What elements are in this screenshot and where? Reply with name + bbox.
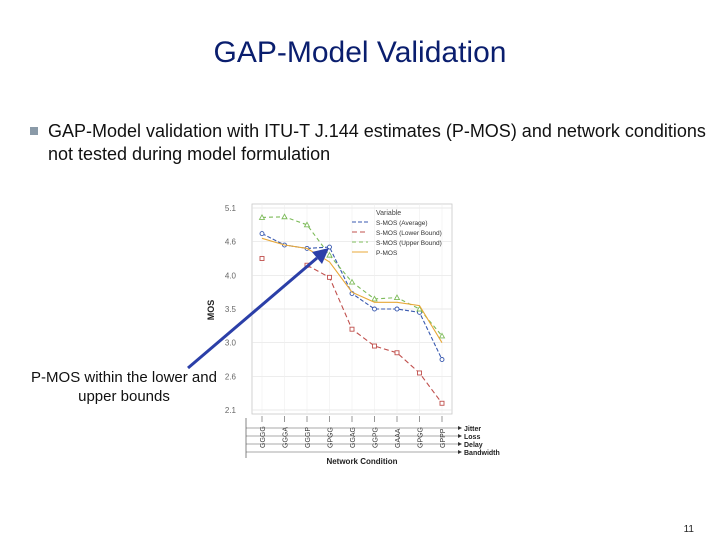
data-point [281, 213, 288, 220]
y-tick-label: 5.1 [225, 204, 237, 213]
data-point [326, 251, 333, 258]
series-line [261, 237, 443, 343]
x-tick-label: GPPP [440, 428, 447, 448]
x-tick-label: GGAG [350, 427, 357, 448]
data-point [394, 306, 400, 312]
bullet-text: GAP-Model validation with ITU-T J.144 es… [48, 121, 706, 164]
data-point [259, 231, 265, 237]
data-point [439, 357, 445, 362]
x-tick-label: GGGP [305, 427, 312, 448]
x-tick-label: GGPG [373, 427, 380, 448]
data-point [259, 256, 265, 261]
y-tick-label: 4.0 [225, 271, 237, 280]
y-tick-label: 3.5 [225, 305, 237, 314]
data-point [439, 400, 445, 406]
x-axis-label: Network Condition [326, 457, 397, 466]
data-point [416, 305, 423, 312]
legend-title: Variable [376, 210, 401, 217]
factor-arrow-icon [458, 442, 462, 446]
data-point [349, 326, 355, 332]
callout-arrowhead-icon [312, 248, 329, 264]
legend-label: S-MOS (Average) [376, 220, 428, 227]
callout-text: P-MOS within the lower and upper bounds [31, 369, 217, 405]
factor-label: Delay [464, 442, 483, 449]
y-tick-label: 2.1 [225, 406, 237, 415]
bullet-marker-icon [30, 127, 38, 135]
y-axis-label: MOS [206, 300, 216, 321]
data-point [371, 295, 378, 302]
data-point [394, 350, 400, 356]
x-tick-label: GPGG [418, 427, 425, 448]
factor-arrow-icon [458, 426, 462, 430]
data-point [372, 306, 377, 312]
legend-label: P-MOS [376, 250, 398, 257]
x-tick-label: GAAA [395, 428, 402, 448]
x-tick-label: GPGG [328, 427, 335, 448]
factor-arrow-icon [458, 450, 462, 454]
data-point [303, 221, 311, 228]
data-point [327, 274, 332, 280]
y-tick-label: 2.6 [225, 372, 237, 381]
page-number: 11 [683, 524, 694, 535]
x-tick-label: GGGA [283, 427, 290, 448]
data-point [348, 278, 356, 285]
data-point [393, 294, 401, 301]
legend-label: S-MOS (Upper Bound) [376, 240, 442, 247]
legend-label: S-MOS (Lower Bound) [376, 230, 442, 237]
data-point [417, 370, 422, 376]
data-point [258, 214, 266, 220]
x-tick-label: GGGG [260, 426, 267, 448]
factor-label: Loss [464, 434, 480, 441]
data-point [438, 332, 446, 339]
callout-arrow-line [187, 256, 318, 370]
data-point [372, 343, 377, 349]
factor-label: Bandwidth [464, 450, 500, 457]
data-point [327, 244, 332, 250]
y-tick-label: 4.6 [225, 238, 237, 247]
factor-arrow-icon [458, 434, 462, 438]
slide-title: GAP-Model Validation [213, 36, 507, 69]
y-tick-label: 3.0 [225, 339, 237, 348]
factor-label: Jitter [464, 426, 481, 433]
